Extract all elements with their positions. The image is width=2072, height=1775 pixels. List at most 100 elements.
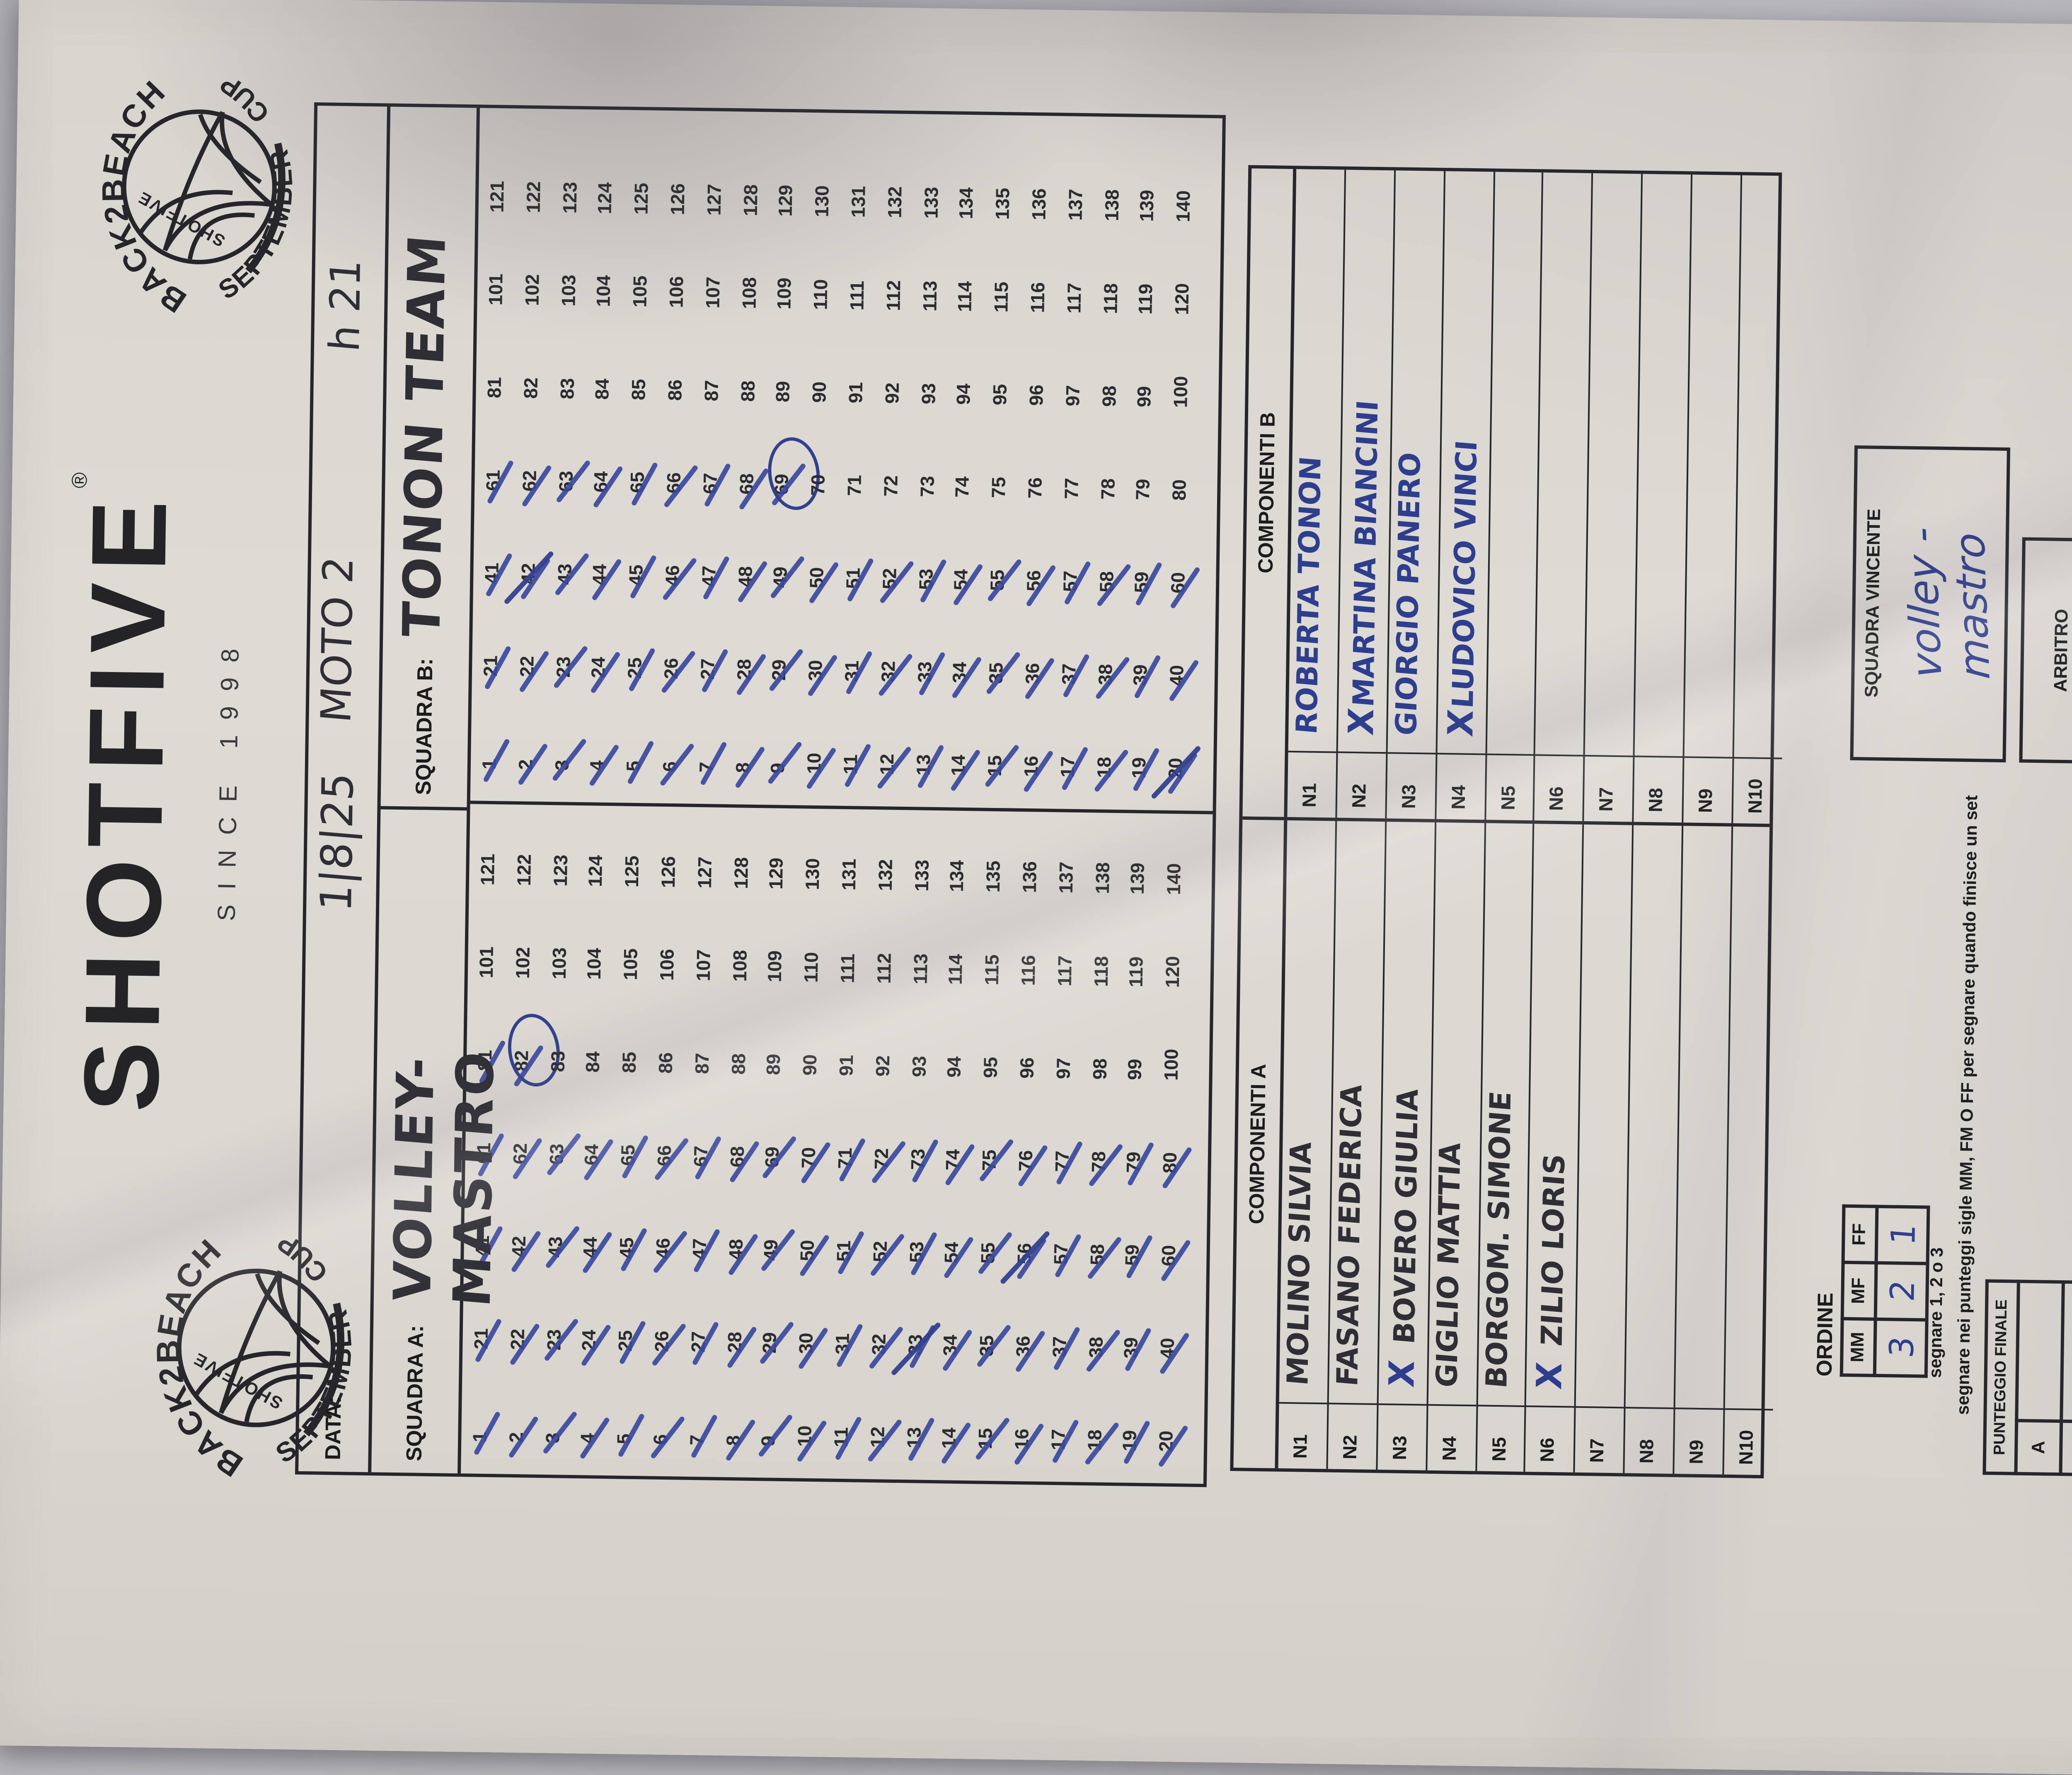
- score-number: 79: [1125, 1105, 1162, 1198]
- grid-column: 61 62 63 64 65 66 67 68 69 70 71 72 73 74 75 76 77 78 79 80: [475, 1096, 1209, 1199]
- score-number: 95: [991, 384, 1012, 406]
- score-number: 139: [1138, 189, 1159, 222]
- cross-mark: [945, 1143, 976, 1186]
- score-number: 113: [920, 281, 941, 312]
- punteggio-team-label: A: [2016, 1420, 2062, 1475]
- score-number: 135: [994, 188, 1015, 220]
- cross-mark: [838, 1137, 866, 1182]
- player-row: N6 XZILIO LORIS: [1526, 824, 1585, 1473]
- score-number: 126: [669, 183, 690, 215]
- score-number: 20: [1157, 1384, 1195, 1477]
- cross-mark: [736, 560, 767, 603]
- cross-mark: [907, 1417, 934, 1462]
- player-name: [1486, 170, 1542, 756]
- player-name: XZILIO LORIS: [1530, 1152, 1573, 1391]
- cross-mark: [620, 1227, 648, 1272]
- score-number: 99: [1126, 1059, 1147, 1081]
- score-number: 140: [1174, 190, 1196, 222]
- ordine-value: 2: [1881, 1279, 1922, 1304]
- score-number: 24: [581, 1283, 618, 1376]
- grid-column: 121 122 123 124 125 126 127 128 129 130 131 132 133 1…: [479, 817, 1213, 921]
- player-name: GIORGIO PANERO: [1391, 451, 1428, 737]
- cross-mark: [760, 1321, 795, 1365]
- score-number: 129: [777, 184, 798, 217]
- cross-mark: [1133, 747, 1160, 792]
- best-player-x-mark: X: [1440, 708, 1481, 738]
- ordine-label: ORDINE: [1811, 1292, 1838, 1377]
- score-number: 39: [1123, 1290, 1160, 1383]
- ordine-hint: segnare 1, 2 o 3: [1926, 1247, 1948, 1378]
- score-number: 89: [775, 381, 795, 403]
- player-name: XBOVERO GIULIA: [1382, 1087, 1426, 1389]
- score-number: 13: [904, 1380, 942, 1473]
- score-number: 98: [1100, 385, 1121, 407]
- cross-mark: [1013, 1422, 1044, 1465]
- cross-mark: [650, 1415, 685, 1459]
- score-number: 47: [700, 519, 737, 612]
- cross-mark: [728, 1140, 759, 1183]
- cross-mark: [1134, 654, 1162, 699]
- score-number: 33: [890, 1287, 943, 1381]
- shotfive-wordmark: SHOTFIVE®: [61, 472, 190, 1113]
- score-number: 136: [1021, 861, 1041, 893]
- score-number: 28: [725, 1285, 762, 1378]
- cross-mark: [543, 1318, 578, 1361]
- cross-mark: [984, 744, 1020, 788]
- player-row: N4 GIGLIO MATTIA: [1427, 822, 1486, 1471]
- ordine-values-row: 3 2 1: [1874, 1206, 1929, 1376]
- grid-column: 4142434445464748495051525354555657585960: [483, 516, 1217, 619]
- grid-column: 1234567891011121314151617181920: [480, 701, 1214, 805]
- punteggio-row: A: [2016, 1281, 2063, 1475]
- score-number: 110: [803, 952, 823, 983]
- player-row: N10: [1733, 175, 1790, 824]
- punteggio-value-cell: [2016, 1281, 2063, 1422]
- score-number: 105: [632, 275, 652, 308]
- score-number: 105: [622, 948, 643, 981]
- score-number: 103: [559, 274, 580, 307]
- score-number: 26: [651, 1284, 690, 1377]
- score-number: 23: [552, 609, 591, 703]
- player-number-label: N10: [1724, 1408, 1773, 1475]
- score-number: 103: [550, 947, 571, 979]
- cross-mark: [628, 647, 656, 692]
- score-number: 102: [513, 947, 535, 979]
- score-number: 88: [738, 380, 759, 402]
- player-number-label: N3: [1386, 752, 1435, 819]
- score-number: 18: [1083, 1383, 1122, 1476]
- score-number: 15: [975, 1381, 1014, 1475]
- player-row: N1 MOLINO SILVIA: [1278, 820, 1337, 1469]
- cross-mark: [942, 1329, 973, 1372]
- score-number: 54: [953, 522, 990, 616]
- score-number: 12: [867, 1380, 905, 1473]
- cross-mark: [1093, 749, 1128, 793]
- score-number: 38: [1084, 1290, 1123, 1383]
- hour-handwritten: h 21: [320, 257, 370, 353]
- score-number: 124: [587, 855, 608, 887]
- score-number: 131: [850, 186, 870, 218]
- score-number: 54: [943, 1195, 980, 1288]
- score-number: 92: [874, 1055, 894, 1077]
- score-number: 45: [627, 518, 665, 611]
- punteggio-team-label: B: [2060, 1421, 2072, 1475]
- player-name: XMARTINA BIANCINI: [1341, 399, 1386, 737]
- score-number: 29: [769, 612, 808, 706]
- score-number: 93: [910, 1056, 930, 1077]
- player-row: N2 FASANO FEDERICA: [1327, 821, 1387, 1470]
- score-number: 56: [1025, 523, 1062, 617]
- score-number: 70: [809, 474, 830, 496]
- squadra-vincente-handwritten: volley - mastro: [1897, 525, 1999, 680]
- cross-mark: [877, 653, 913, 697]
- moto-handwritten: MOTO 2: [312, 554, 363, 725]
- score-number: 128: [732, 857, 753, 889]
- score-number: 84: [594, 378, 615, 400]
- squadra-a-label: SQUADRA A:: [401, 1325, 428, 1462]
- cross-mark: [581, 1324, 612, 1367]
- team-a-header: SQUADRA A: VOLLEY-MASTRO: [371, 806, 506, 1474]
- player-number-label: N9: [1683, 756, 1733, 823]
- score-number: 70: [800, 1100, 837, 1194]
